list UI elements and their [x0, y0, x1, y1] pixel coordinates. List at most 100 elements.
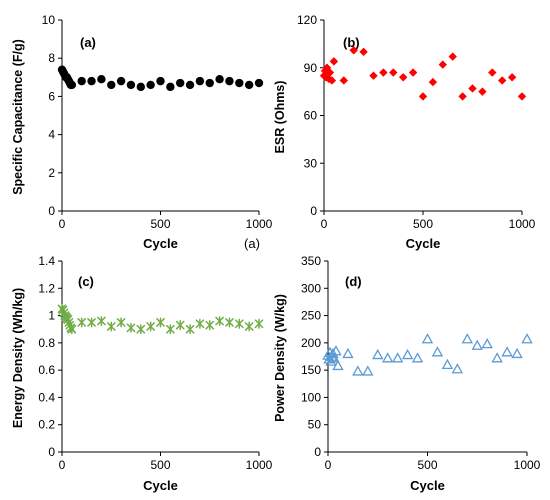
data-point	[421, 333, 434, 344]
x-tick-label: 500	[413, 217, 433, 231]
data-point	[146, 321, 155, 332]
data-point	[166, 324, 175, 335]
data-series	[322, 333, 533, 376]
y-tick-label: 0	[48, 445, 55, 459]
data-point	[507, 73, 517, 82]
data-point	[488, 68, 497, 77]
data-point	[399, 73, 408, 82]
data-point	[339, 76, 348, 85]
data-point	[328, 352, 340, 363]
data-series	[57, 65, 264, 92]
data-point	[254, 78, 264, 88]
x-tick-label: 1000	[246, 217, 273, 231]
y-tick-label: 30	[304, 156, 318, 170]
y-tick-label: 350	[301, 254, 321, 268]
data-point	[97, 75, 106, 84]
data-point	[156, 317, 165, 328]
data-point	[205, 320, 215, 331]
data-point	[418, 92, 428, 101]
data-point	[481, 338, 493, 349]
data-point	[234, 318, 244, 329]
x-tick-label: 0	[321, 217, 328, 231]
y-tick-label: 200	[301, 336, 321, 350]
y-tick-label: 150	[301, 363, 321, 377]
data-point	[77, 76, 86, 86]
data-point	[185, 324, 195, 335]
y-tick-label: 0.6	[38, 363, 55, 377]
data-point	[521, 333, 533, 344]
x-tick-label: 1000	[514, 458, 541, 472]
y-tick-label: 250	[301, 309, 321, 323]
data-point	[448, 52, 457, 61]
data-point	[428, 77, 438, 87]
y-tick-label: 4	[48, 128, 55, 142]
data-point	[244, 321, 254, 332]
y-tick-label: 0.8	[38, 336, 55, 350]
data-point	[136, 324, 146, 335]
data-point	[136, 82, 145, 92]
y-tick-label: 1.2	[38, 281, 55, 295]
panel-c-energy-density: 0 0.2 0.4 0.6 0.8 1 1.2 1.4 0 500 1000 Cycle Energy …	[11, 254, 273, 493]
y-tick-label: 6	[48, 89, 55, 103]
panel-a-specific-capacitance: 0 2 4 6 8 10 0 500 1000 Cycle Specific Capacitance…	[11, 13, 273, 251]
data-point	[116, 317, 126, 328]
data-point	[176, 78, 185, 88]
data-point	[381, 352, 394, 363]
panel-label: (c)	[78, 274, 94, 289]
data-point	[175, 320, 185, 331]
data-point	[327, 76, 337, 85]
data-point	[146, 80, 155, 90]
y-tick-label: 8	[48, 51, 55, 65]
y-tick-label: 300	[301, 281, 321, 295]
panel-label: (a)	[80, 35, 96, 50]
data-point	[352, 365, 364, 376]
y-tick-label: 1.4	[38, 254, 55, 268]
data-point	[87, 317, 96, 328]
data-point	[332, 359, 344, 371]
panel-label: (b)	[343, 35, 360, 50]
x-tick-label: 0	[59, 217, 66, 231]
data-point	[517, 92, 527, 101]
data-point	[379, 68, 388, 77]
x-axis-title: Cycle	[143, 236, 178, 251]
x-tick-label: 0	[325, 458, 332, 472]
x-axis-title: Cycle	[143, 478, 178, 493]
data-point	[327, 347, 339, 359]
data-point	[67, 80, 77, 90]
x-tick-label: 500	[150, 458, 170, 472]
data-point	[438, 60, 447, 69]
data-point	[372, 348, 384, 360]
data-point	[389, 68, 398, 77]
data-point	[441, 358, 454, 370]
data-point	[471, 339, 483, 350]
data-point	[225, 76, 234, 86]
y-axis-title: ESR (Ohms)	[273, 81, 287, 154]
data-point	[501, 346, 513, 357]
x-tick-label: 500	[150, 217, 170, 231]
data-point	[126, 80, 136, 90]
data-point	[235, 78, 244, 88]
y-tick-label: 0	[48, 204, 55, 218]
data-point	[401, 348, 414, 360]
data-point	[369, 71, 378, 80]
data-point	[461, 333, 474, 344]
data-point	[126, 322, 136, 333]
y-tick-label: 2	[48, 166, 55, 180]
data-point	[498, 76, 507, 85]
data-point	[254, 318, 264, 329]
data-point	[77, 317, 87, 328]
data-point	[451, 363, 464, 374]
data-point	[329, 57, 339, 66]
y-tick-label: 120	[297, 13, 317, 27]
y-tick-label: 60	[304, 109, 318, 123]
y-tick-label: 0.4	[38, 390, 55, 404]
data-point	[97, 316, 106, 326]
data-point	[215, 75, 224, 84]
data-point	[116, 76, 126, 86]
x-tick-label: 0	[59, 458, 66, 472]
y-axis-title: Specific Capacitance (F/g)	[11, 39, 25, 195]
data-point	[491, 352, 503, 363]
x-tick-label: 500	[417, 458, 437, 472]
data-point	[67, 324, 77, 335]
data-point	[185, 80, 195, 90]
